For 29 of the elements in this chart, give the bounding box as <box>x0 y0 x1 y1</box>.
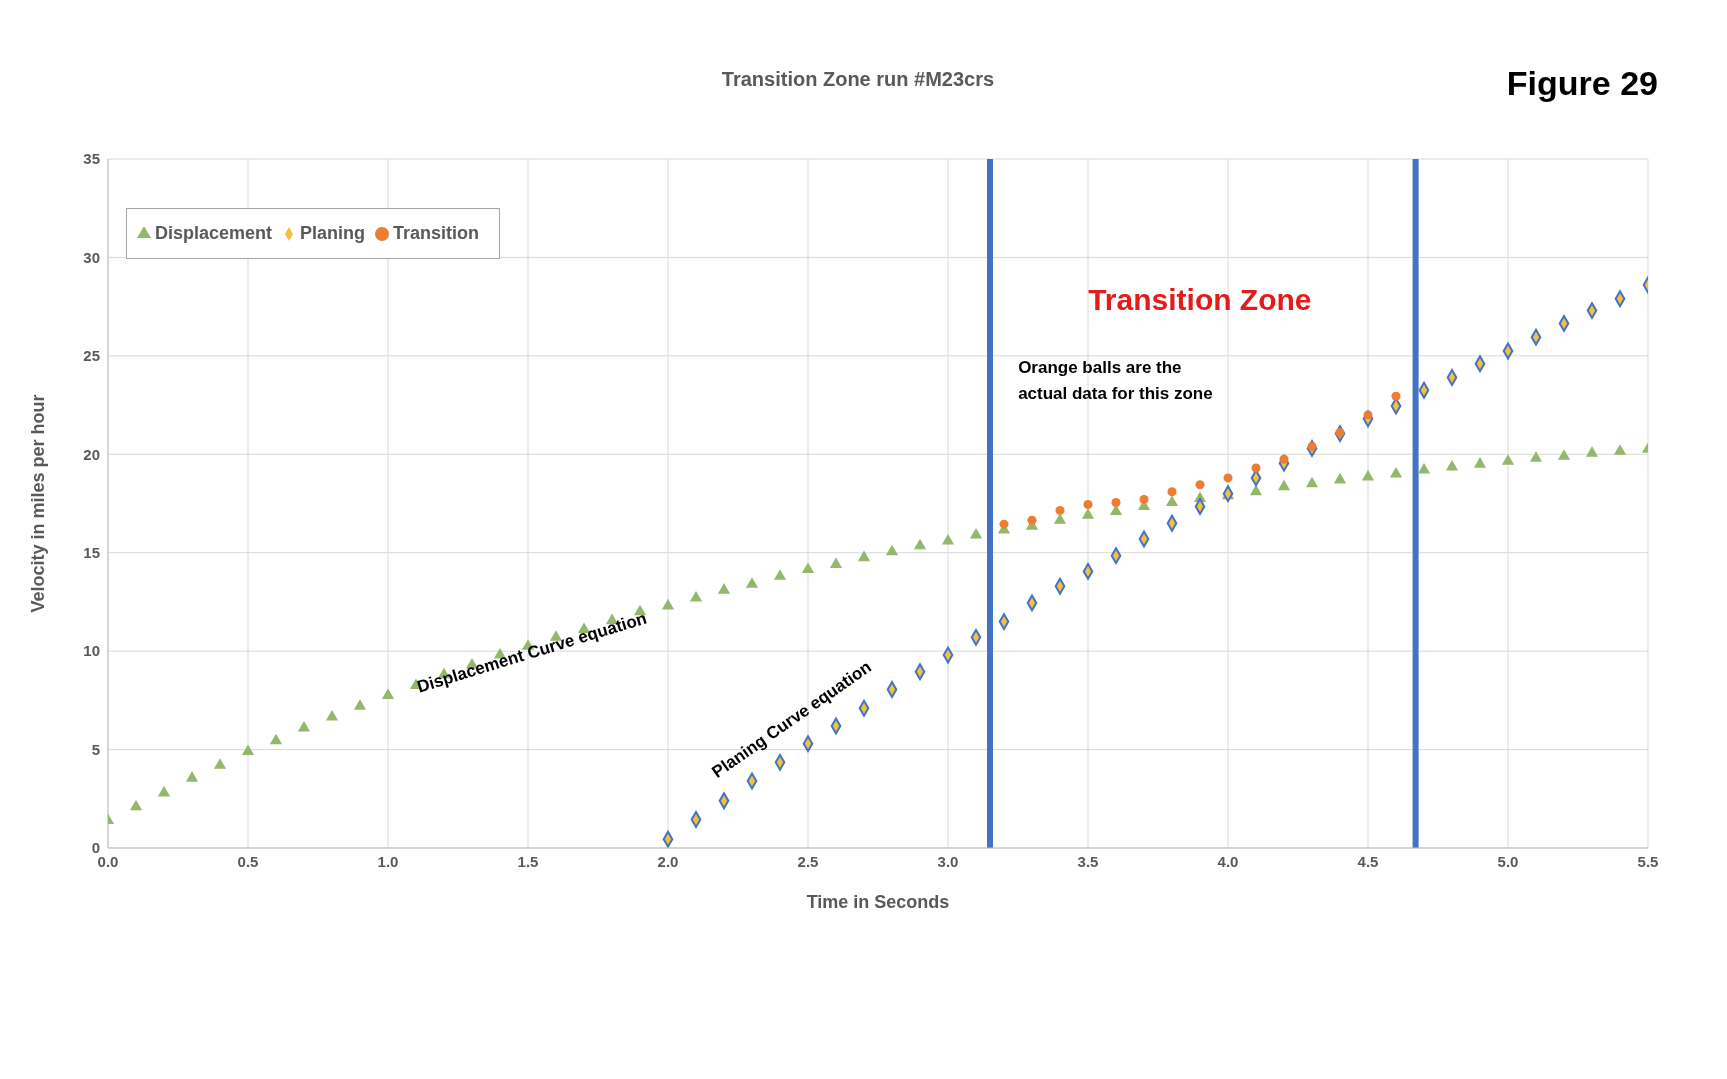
caption: Figure 29 <box>1506 64 1658 103</box>
x-tick-label: 1.5 <box>517 852 539 870</box>
legend-label: Displacement <box>155 223 273 243</box>
y-tick-label: 25 <box>83 347 100 365</box>
y-axis-title: Velocity in miles per hour <box>28 394 49 613</box>
x-tick-label: 0.5 <box>237 852 259 870</box>
legend-label: Planing <box>300 223 366 243</box>
x-tick-label: 5.5 <box>1637 852 1659 870</box>
y-tick-label: 30 <box>83 248 100 266</box>
x-tick-label: 2.5 <box>797 852 819 870</box>
x-axis-title: Time in Seconds <box>806 892 950 912</box>
y-tick-label: 10 <box>83 642 100 660</box>
y-tick-label: 35 <box>83 150 100 168</box>
legend-label: Transition <box>393 223 480 243</box>
y-tick-label: 20 <box>83 445 100 463</box>
chart-title: Transition Zone run #M23crs <box>721 68 995 90</box>
y-tick-label: 5 <box>91 740 100 758</box>
y-tick-label: 0 <box>91 839 100 857</box>
x-tick-label: 2.0 <box>657 852 679 870</box>
x-tick-label: 1.0 <box>377 852 399 870</box>
x-tick-label: 4.0 <box>1217 852 1239 870</box>
x-tick-label: 3.0 <box>937 852 959 870</box>
y-tick-label: 15 <box>83 544 100 562</box>
x-tick-label: 3.5 <box>1077 852 1099 870</box>
annotation: Orange balls are the actual data for this zone <box>1018 357 1214 405</box>
x-tick-label: 0.0 <box>97 852 119 870</box>
x-tick-label: 4.5 <box>1357 852 1379 870</box>
x-tick-label: 5.0 <box>1497 852 1519 870</box>
annotation: Transition Zone <box>1088 283 1312 318</box>
